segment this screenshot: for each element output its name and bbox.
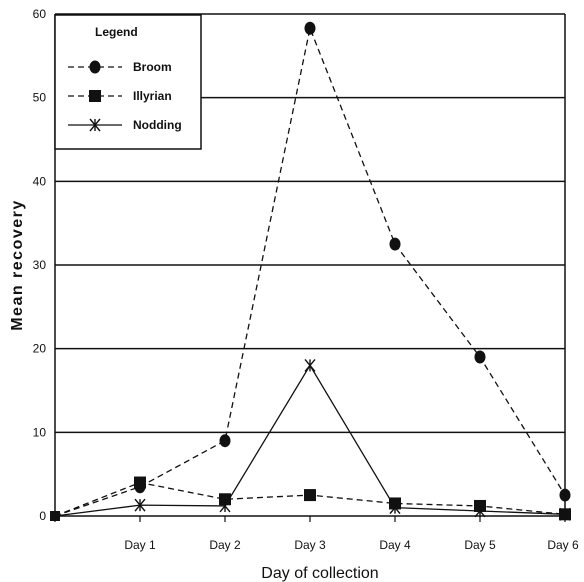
data-point-illyrian <box>304 489 316 502</box>
data-point-nodding <box>219 499 231 513</box>
legend-marker-illyrian <box>89 90 101 102</box>
origin-point <box>50 511 60 521</box>
x-tick-label: Day 4 <box>379 538 411 552</box>
x-tick-labels: Day 1 Day 2 Day 3 Day 4 Day 5 Day 6 <box>124 538 579 552</box>
legend-label-nodding: Nodding <box>133 118 182 132</box>
legend-marker-nodding <box>89 118 101 132</box>
legend-label-illyrian: Illyrian <box>133 89 172 103</box>
x-tick-label: Day 1 <box>124 538 156 552</box>
y-tick-label: 30 <box>33 258 47 272</box>
series-group <box>50 21 571 521</box>
legend-label-broom: Broom <box>133 60 172 74</box>
x-tick-label: Day 5 <box>464 538 496 552</box>
data-point-nodding <box>474 504 486 518</box>
y-tick-label: 40 <box>33 174 47 188</box>
y-tick-label: 10 <box>33 425 47 439</box>
data-point-broom <box>219 434 231 448</box>
y-axis-title: Mean recovery <box>9 199 26 331</box>
data-point-nodding <box>134 498 146 512</box>
data-point-nodding <box>304 358 316 372</box>
y-tick-labels: 0 10 20 30 40 50 60 <box>33 7 47 523</box>
legend-box <box>54 14 202 150</box>
legend-title: Legend <box>95 25 138 39</box>
data-point-broom <box>304 21 316 35</box>
legend-marker-broom <box>89 60 101 74</box>
data-point-broom <box>559 488 571 502</box>
series-illyrian <box>54 476 571 521</box>
x-axis-title: Day of collection <box>261 565 378 582</box>
x-tick-label: Day 2 <box>209 538 241 552</box>
x-tick-label: Day 3 <box>294 538 326 552</box>
data-point-broom <box>389 237 401 251</box>
y-tick-label: 0 <box>39 509 46 523</box>
y-tick-label: 60 <box>33 7 47 21</box>
data-point-nodding <box>559 507 571 521</box>
series-nodding <box>54 358 571 521</box>
legend: Legend Broom Illyrian Nodding <box>54 14 202 150</box>
data-point-illyrian <box>134 476 146 489</box>
data-point-nodding <box>389 501 401 515</box>
x-tick-label: Day 6 <box>547 538 579 552</box>
data-point-broom <box>474 350 486 364</box>
y-tick-label: 20 <box>33 342 47 356</box>
y-tick-label: 50 <box>33 91 47 105</box>
